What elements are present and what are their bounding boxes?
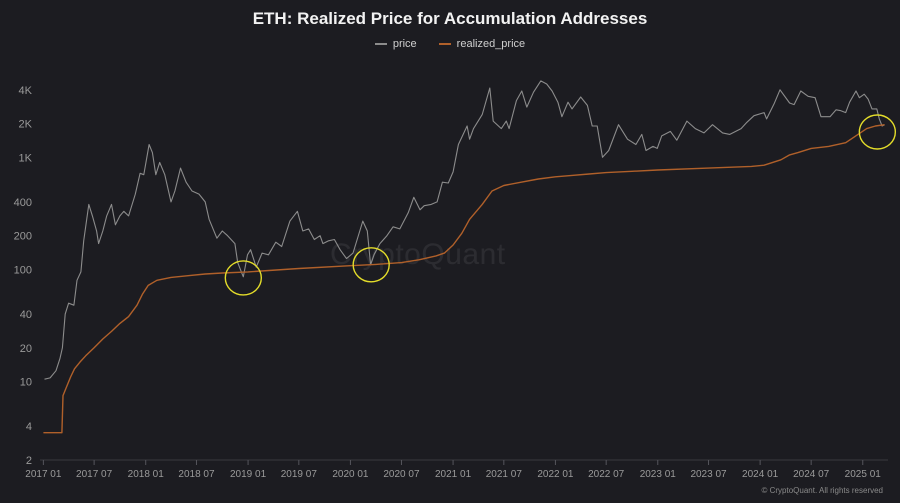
x-tick-label: 2024 01 xyxy=(742,469,779,480)
x-tick-label: 2023 07 xyxy=(690,469,727,480)
x-tick-label: 2025 01 xyxy=(845,469,882,480)
y-tick-label: 100 xyxy=(14,264,32,276)
chart-legend: price realized_price xyxy=(0,38,900,50)
y-tick-label: 2 xyxy=(26,455,32,467)
highlight-circle xyxy=(352,247,390,283)
legend-item-price[interactable]: price xyxy=(374,38,417,50)
y-tick-label: 200 xyxy=(14,231,32,243)
highlight-circle xyxy=(224,260,263,296)
x-tick-label: 2022 01 xyxy=(537,469,574,480)
series-line-realized-price xyxy=(43,124,885,434)
y-tick-label: 40 xyxy=(20,309,32,321)
highlight-circle xyxy=(858,114,897,150)
x-tick-label: 2017 01 xyxy=(25,469,62,480)
x-tick-label: 2018 07 xyxy=(178,469,215,480)
copyright-footer: © CryptoQuant. All rights reserved xyxy=(761,486,884,495)
x-tick-label: 2019 07 xyxy=(281,469,318,480)
y-tick-label: 4K xyxy=(19,85,33,97)
x-tick-label: 2021 01 xyxy=(435,469,472,480)
annotation-layer xyxy=(224,114,897,296)
series-line-price xyxy=(44,80,885,380)
y-axis: 2 4 10 20 40 100 200 400 1K 2K 4K xyxy=(14,85,33,467)
legend-item-realized-price[interactable]: realized_price xyxy=(438,38,526,50)
y-tick-label: 1K xyxy=(19,152,33,164)
y-tick-label: 2K xyxy=(19,119,33,131)
x-tick-label: 2017 07 xyxy=(76,469,113,480)
y-tick-label: 10 xyxy=(20,377,32,389)
y-tick-label: 20 xyxy=(20,343,32,355)
x-tick-label: 2024 07 xyxy=(793,469,830,480)
x-tick-label: 2022 07 xyxy=(588,469,625,480)
legend-swatch-price xyxy=(374,43,387,45)
legend-label-price: price xyxy=(392,38,417,50)
legend-label-realized-price: realized_price xyxy=(456,38,526,50)
y-tick-label: 400 xyxy=(14,197,32,209)
x-tick-label: 2020 01 xyxy=(332,469,369,480)
x-tick-label: 2021 07 xyxy=(486,469,523,480)
x-tick-label: 2020 07 xyxy=(383,469,420,480)
x-tick-label: 2019 01 xyxy=(230,469,267,480)
y-tick-label: 4 xyxy=(26,421,32,433)
x-tick-label: 2018 01 xyxy=(128,469,165,480)
chart-title: ETH: Realized Price for Accumulation Add… xyxy=(252,9,648,28)
series-layer xyxy=(43,80,885,434)
x-axis: 2017 01 2017 07 2018 01 2018 07 2019 01 2019 … xyxy=(25,459,888,480)
x-tick-label: 2023 01 xyxy=(640,469,677,480)
legend-swatch-realized-price xyxy=(438,43,451,45)
